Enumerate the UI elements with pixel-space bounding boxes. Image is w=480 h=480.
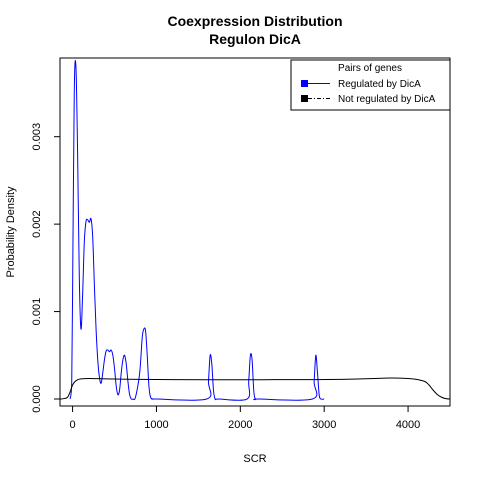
x-tick-label: 0 xyxy=(70,419,76,431)
x-axis: 0 1000 2000 3000 4000 xyxy=(70,406,420,431)
x-tick-label: 1000 xyxy=(144,419,168,431)
x-tick-label: 2000 xyxy=(228,419,252,431)
legend-title: Pairs of genes xyxy=(338,63,402,74)
y-tick-label: 0.001 xyxy=(31,298,43,326)
x-axis-label: SCR xyxy=(243,453,266,465)
legend-marker-regulated xyxy=(301,80,308,87)
legend-box xyxy=(290,59,451,111)
plot-area-border xyxy=(59,57,451,407)
chart-subtitle: Regulon DicA xyxy=(209,31,301,47)
y-axis: 0.000 0.001 0.002 0.003 xyxy=(31,123,60,413)
x-tick-label: 4000 xyxy=(396,419,420,431)
legend-label-regulated: Regulated by DicA xyxy=(338,79,421,90)
chart-title: Coexpression Distribution xyxy=(167,13,342,29)
y-axis-label: Probability Density xyxy=(5,186,17,278)
legend-label-not-regulated: Not regulated by DicA xyxy=(338,94,436,105)
y-tick-label: 0.000 xyxy=(31,385,43,413)
x-tick-label: 3000 xyxy=(312,419,336,431)
series-layer xyxy=(59,60,451,401)
y-tick-label: 0.002 xyxy=(31,210,43,238)
legend: Pairs of genes Regulated by DicA Not reg… xyxy=(290,59,451,111)
y-tick-label: 0.003 xyxy=(31,123,43,151)
series-line-regulated xyxy=(69,60,325,401)
legend-marker-not-regulated xyxy=(301,95,308,102)
series-line-not-regulated xyxy=(59,377,451,400)
